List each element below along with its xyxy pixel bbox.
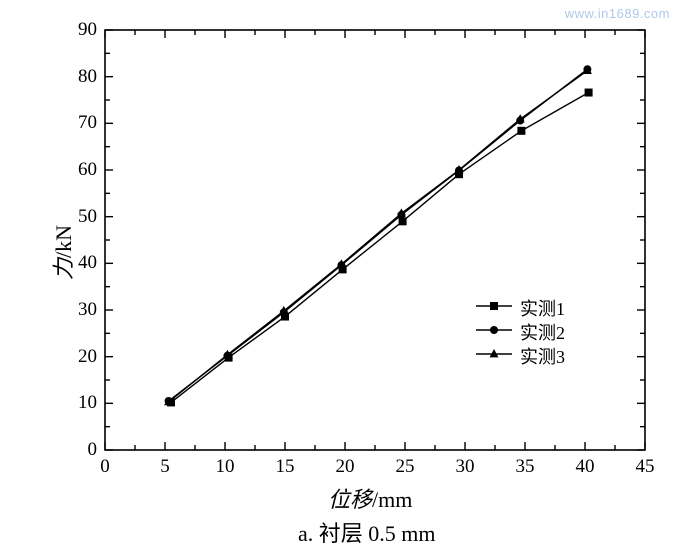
- y-tick-label: 50: [78, 206, 97, 228]
- x-axis-unit: /mm: [372, 487, 412, 512]
- chart-container: { "watermark": "www.in1689.com", "chart"…: [0, 0, 684, 548]
- y-tick-label: 40: [78, 252, 97, 274]
- x-tick-label: 25: [393, 456, 417, 478]
- legend-label: 实测2: [520, 319, 565, 345]
- x-tick-label: 30: [453, 456, 477, 478]
- legend-label: 实测1: [520, 295, 565, 321]
- y-tick-label: 30: [78, 299, 97, 321]
- y-tick-label: 70: [78, 112, 97, 134]
- x-tick-label: 40: [573, 456, 597, 478]
- x-axis-var: 位移: [328, 487, 372, 512]
- x-tick-label: 10: [213, 456, 237, 478]
- chart-caption: a. 衬层 0.5 mm: [298, 516, 436, 548]
- y-tick-label: 10: [78, 392, 97, 414]
- x-axis-label: 位移/mm: [328, 482, 412, 514]
- y-axis-var: 力: [51, 258, 76, 280]
- y-axis-label: 力/kN: [46, 225, 78, 280]
- y-tick-label: 90: [78, 19, 97, 41]
- x-tick-label: 45: [633, 456, 657, 478]
- x-tick-label: 20: [333, 456, 357, 478]
- x-tick-label: 15: [273, 456, 297, 478]
- y-tick-label: 80: [78, 66, 97, 88]
- x-tick-label: 35: [513, 456, 537, 478]
- y-tick-label: 60: [78, 159, 97, 181]
- y-axis-unit: /kN: [51, 225, 76, 258]
- x-tick-label: 5: [153, 456, 177, 478]
- watermark-text: www.in1689.com: [565, 6, 670, 21]
- y-tick-label: 0: [88, 439, 98, 461]
- y-tick-label: 20: [78, 346, 97, 368]
- legend-label: 实测3: [520, 343, 565, 369]
